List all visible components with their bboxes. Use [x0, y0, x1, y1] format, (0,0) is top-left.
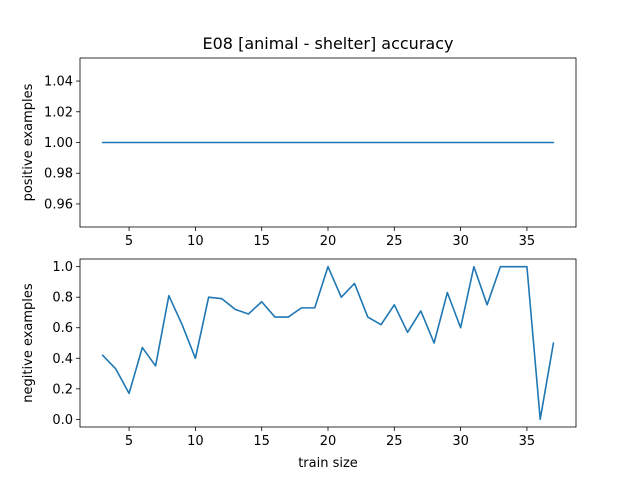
- y-tick-label: 1.0: [52, 260, 73, 275]
- y-tick-label: 1.00: [44, 136, 73, 151]
- y-tick-label: 1.04: [44, 75, 73, 90]
- x-tick-label: 35: [519, 434, 536, 449]
- chart-title: E08 [animal - shelter] accuracy: [203, 34, 454, 53]
- y-tick-label: 0.6: [52, 321, 73, 336]
- x-tick-label: 30: [452, 434, 469, 449]
- y-axis-label: positive examples: [21, 83, 36, 201]
- x-tick-label: 5: [125, 234, 133, 249]
- x-axis-label: train size: [298, 456, 358, 471]
- y-tick-label: 0.96: [44, 197, 73, 212]
- y-tick-label: 0.98: [44, 167, 73, 182]
- positive-examples-panel: 5 10 15 20 25 30 35 0.96 0.98 1.00 1.02 1.04 positiv…: [21, 34, 577, 249]
- y-tick-label: 0.8: [52, 291, 73, 306]
- x-tick-label: 20: [320, 434, 337, 449]
- x-tick-label: 15: [253, 234, 270, 249]
- x-tick-label: 10: [187, 234, 204, 249]
- series-line: [101, 265, 555, 421]
- y-tick-label: 0.4: [52, 352, 73, 367]
- x-tick-label: 35: [519, 234, 536, 249]
- y-tick-label: 0.0: [52, 413, 73, 428]
- x-tick-label: 15: [253, 434, 270, 449]
- plot-frame: [79, 258, 577, 428]
- negative-examples-panel: 5 10 15 20 25 30 35 0.0 0.2 0.4 0.6 0.8 1.0 negitive …: [21, 258, 577, 471]
- x-tick-label: 25: [386, 434, 403, 449]
- y-tick-label: 0.2: [52, 382, 73, 397]
- x-tick-label: 5: [125, 434, 133, 449]
- y-tick-label: 1.02: [44, 105, 73, 120]
- x-tick-label: 20: [320, 234, 337, 249]
- x-tick-label: 25: [386, 234, 403, 249]
- x-tick-label: 30: [452, 234, 469, 249]
- x-tick-label: 10: [187, 434, 204, 449]
- y-axis-label: negitive examples: [21, 283, 36, 403]
